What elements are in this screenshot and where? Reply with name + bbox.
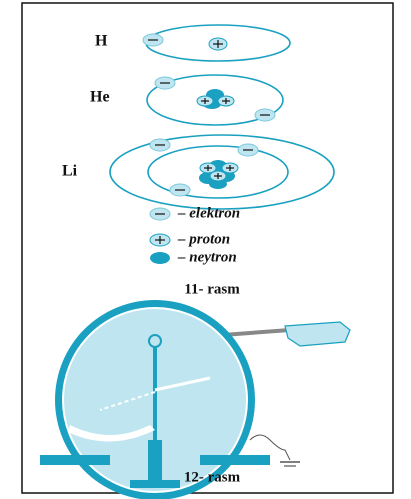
electroscope: – – – [40, 300, 351, 499]
atom-label: He [90, 89, 110, 106]
legend-label: – proton [177, 231, 230, 247]
legend: – elektron – proton – neytron [149, 205, 240, 265]
atom-label: Li [62, 163, 78, 180]
atom-li: Li [62, 134, 335, 210]
atom-label: H [95, 33, 108, 50]
atom-he: He [90, 74, 284, 126]
frame [21, 2, 394, 494]
legend-label: – neytron [177, 249, 237, 265]
legend-label: – elektron [177, 205, 240, 221]
caption: 12- rasm [184, 469, 241, 485]
atom-h: H [95, 24, 291, 62]
caption: 11- rasm [184, 281, 240, 297]
